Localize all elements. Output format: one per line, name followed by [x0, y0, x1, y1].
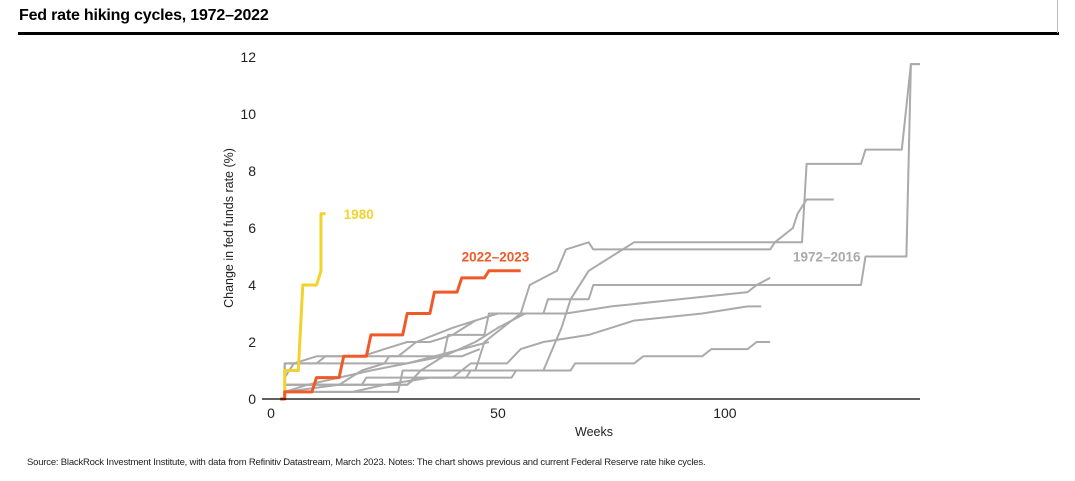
y-tick-label: 0	[248, 391, 256, 407]
series-annotation-2022-2023: 2022–2023	[462, 250, 530, 265]
y-tick-label: 12	[240, 49, 256, 65]
y-axis-label: Change in fed funds rate (%)	[222, 148, 236, 308]
series-line-1972-2016-3	[280, 198, 834, 400]
title-divider	[18, 32, 1059, 35]
y-tick-label: 10	[240, 106, 256, 122]
x-tick-label: 100	[713, 405, 737, 421]
series-annotation-1980: 1980	[344, 207, 374, 222]
series-line-1972-2016-9	[280, 341, 771, 400]
series-layer	[280, 63, 920, 401]
series-line-1980	[280, 212, 326, 401]
y-tick-label: 2	[248, 334, 256, 350]
y-tick-label: 4	[248, 277, 256, 293]
series-line-1972-2016-2	[280, 63, 920, 400]
series-line-1972-2016-5	[280, 305, 762, 400]
chart-title: Fed rate hiking cycles, 1972–2022	[19, 7, 269, 24]
x-tick-label: 0	[267, 405, 275, 421]
y-tick-label: 6	[248, 220, 256, 236]
x-axis-label: Weeks	[575, 425, 613, 439]
series-line-2022-2023	[280, 269, 521, 401]
header-edge-rule	[1057, 0, 1058, 33]
label-layer: 1980 2022–2023 1972–2016	[344, 207, 861, 265]
x-tick-label: 50	[490, 405, 506, 421]
series-annotation-1972-2016: 1972–2016	[793, 250, 861, 265]
y-tick-label: 8	[248, 163, 256, 179]
series-line-1972-2016-1	[280, 63, 920, 400]
source-note: Source: BlackRock Investment Institute, …	[27, 457, 706, 468]
axis-layer: 0 2 4 6 8 10 12 0 50 100 Weeks Change in fed funds …	[222, 49, 920, 439]
